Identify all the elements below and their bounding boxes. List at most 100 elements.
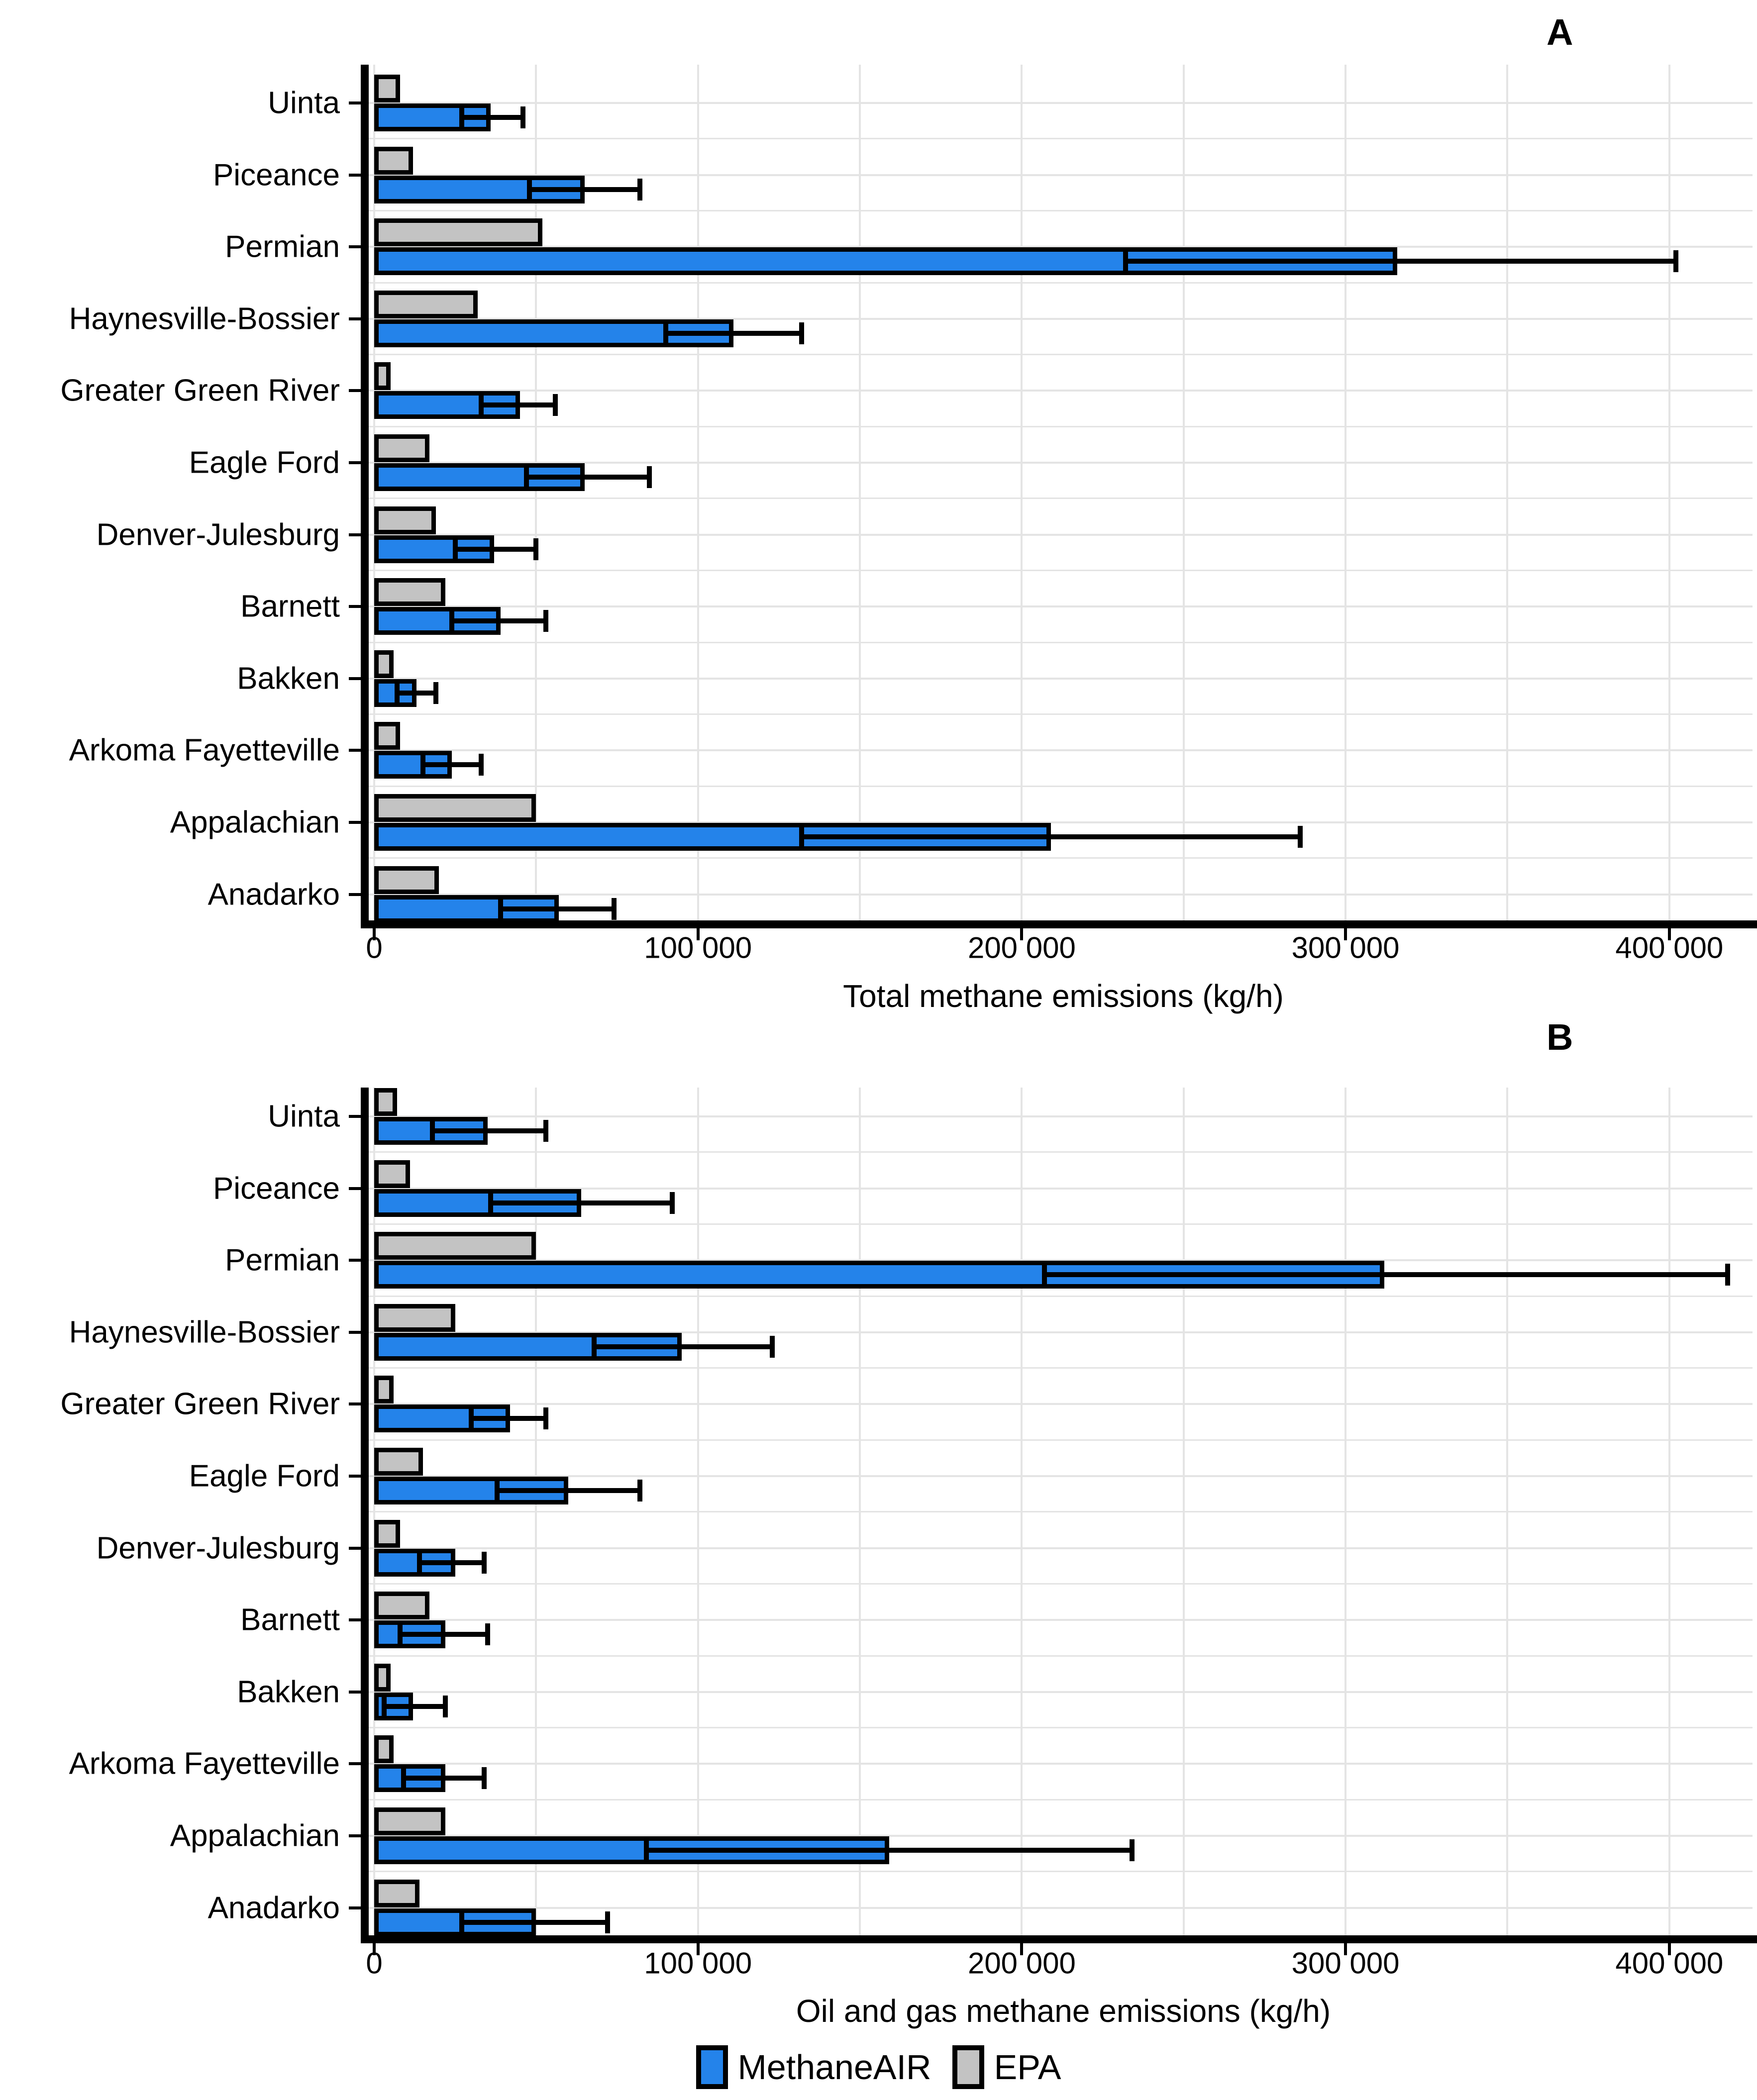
errorbar-cap-left [488,1192,494,1214]
gridline-horizontal [361,174,1753,176]
errorbar-cap-right [637,1480,642,1501]
y-axis-tick [349,1690,361,1694]
bar-epa-denver-julesburg [374,1519,401,1548]
errorbar-line [400,1632,488,1637]
errorbar-line [481,402,556,408]
chart-legend: MethaneAIR EPA [0,2040,1757,2095]
errorbar-cap-left [495,1480,500,1501]
x-axis-line [361,1935,1757,1943]
errorbar-line [529,187,640,192]
bar-epa-permian [374,1232,536,1260]
errorbar-line [594,1344,773,1349]
x-axis-tick [1344,928,1347,940]
y-axis-tick [349,1475,361,1478]
gridline-horizontal-minor [361,209,1753,211]
x-tick-label: 400 000 [1615,931,1724,965]
x-tick-label: 0 [366,1946,383,1980]
errorbar-cap-right [520,106,526,128]
errorbar-line [526,475,650,480]
category-label-uinta: Uinta [268,1099,340,1134]
bar-epa-barnett [374,1592,429,1620]
bar-methaneair-uinta [374,103,491,131]
category-label-haynesville-bossier: Haynesville-Bossier [69,301,340,336]
y-axis-tick [349,821,361,824]
gridline-horizontal-minor [361,1583,1753,1585]
category-label-piceance: Piceance [212,1171,340,1206]
legend-label-epa: EPA [994,2048,1061,2087]
x-axis-tick [696,928,700,940]
category-label-greater-green-river: Greater Green River [60,373,340,408]
errorbar-line [461,115,523,120]
gridline-horizontal [361,893,1753,896]
legend-swatch-methaneair-icon [696,2045,728,2089]
gridline-horizontal-minor [361,1799,1753,1800]
category-label-anadarko: Anadarko [207,1891,340,1925]
y-axis-tick [349,245,361,249]
panel-a-x-axis-title: Total methane emissions (kg/h) [843,978,1284,1014]
y-axis-tick [349,1906,361,1909]
y-axis-tick [349,1618,361,1622]
panel-b-letter: B [1547,1016,1573,1058]
errorbar-cap-left [523,466,529,488]
bar-epa-eagle-ford [374,434,429,462]
gridline-horizontal-minor [361,1367,1753,1369]
y-axis-tick [349,533,361,536]
errorbar-cap-left [394,682,400,704]
errorbar-cap-right [553,394,558,416]
category-label-uinta: Uinta [268,86,340,120]
gridline-horizontal [361,1403,1753,1405]
bar-methaneair-barnett [374,607,501,635]
gridline-vertical [859,65,861,920]
bar-epa-piceance [374,1160,410,1188]
errorbar-cap-right [485,1623,490,1646]
category-label-arkoma-fayetteville: Arkoma Fayetteville [69,1746,340,1781]
bar-epa-greater-green-river [374,362,391,391]
gridline-horizontal-minor [361,1439,1753,1441]
gridline-horizontal [361,1835,1753,1837]
errorbar-cap-right [543,1120,548,1142]
errorbar-cap-left [381,1695,387,1717]
x-tick-label: 400 000 [1615,1946,1724,1980]
y-axis-tick [349,1115,361,1118]
errorbar-line [419,1560,485,1565]
gridline-horizontal-minor [361,641,1753,643]
gridline-horizontal [361,462,1753,464]
bar-epa-greater-green-river [374,1376,394,1404]
category-label-bakken: Bakken [237,661,340,696]
y-axis-line [361,1088,369,1943]
category-label-barnett: Barnett [240,589,340,624]
errorbar-cap-left [469,1407,474,1430]
gridline-horizontal-minor [361,354,1753,356]
category-label-eagle-ford: Eagle Ford [189,445,340,480]
gridline-vertical [697,65,699,920]
category-label-permian: Permian [225,229,340,264]
gridline-horizontal [361,749,1753,752]
bar-epa-arkoma-fayetteville [374,1735,394,1764]
errorbar-cap-right [543,610,548,632]
gridline-horizontal [361,1691,1753,1693]
errorbar-line [461,1919,608,1925]
errorbar-line [452,618,546,624]
gridline-horizontal [361,821,1753,823]
errorbar-cap-right [669,1192,675,1214]
y-axis-line [361,65,369,928]
category-label-appalachian: Appalachian [170,1818,340,1853]
errorbar-cap-right [478,754,484,776]
x-tick-label: 100 000 [644,1946,752,1980]
errorbar-cap-left [449,610,455,632]
errorbar-cap-right [533,538,539,560]
y-axis-tick [349,389,361,393]
errorbar-line [432,1128,546,1133]
bar-methaneair-anadarko [374,1908,536,1936]
errorbar-cap-right [482,1767,487,1790]
errorbar-cap-right [1298,826,1303,848]
gridline-horizontal [361,1115,1753,1117]
gridline-horizontal [361,102,1753,104]
y-axis-tick [349,1834,361,1837]
bar-epa-appalachian [374,1807,446,1835]
gridline-horizontal-minor [361,425,1753,427]
gridline-horizontal-minor [361,857,1753,859]
errorbar-line [497,1488,640,1493]
errorbar-cap-left [401,1767,406,1790]
gridline-horizontal-minor [361,498,1753,500]
